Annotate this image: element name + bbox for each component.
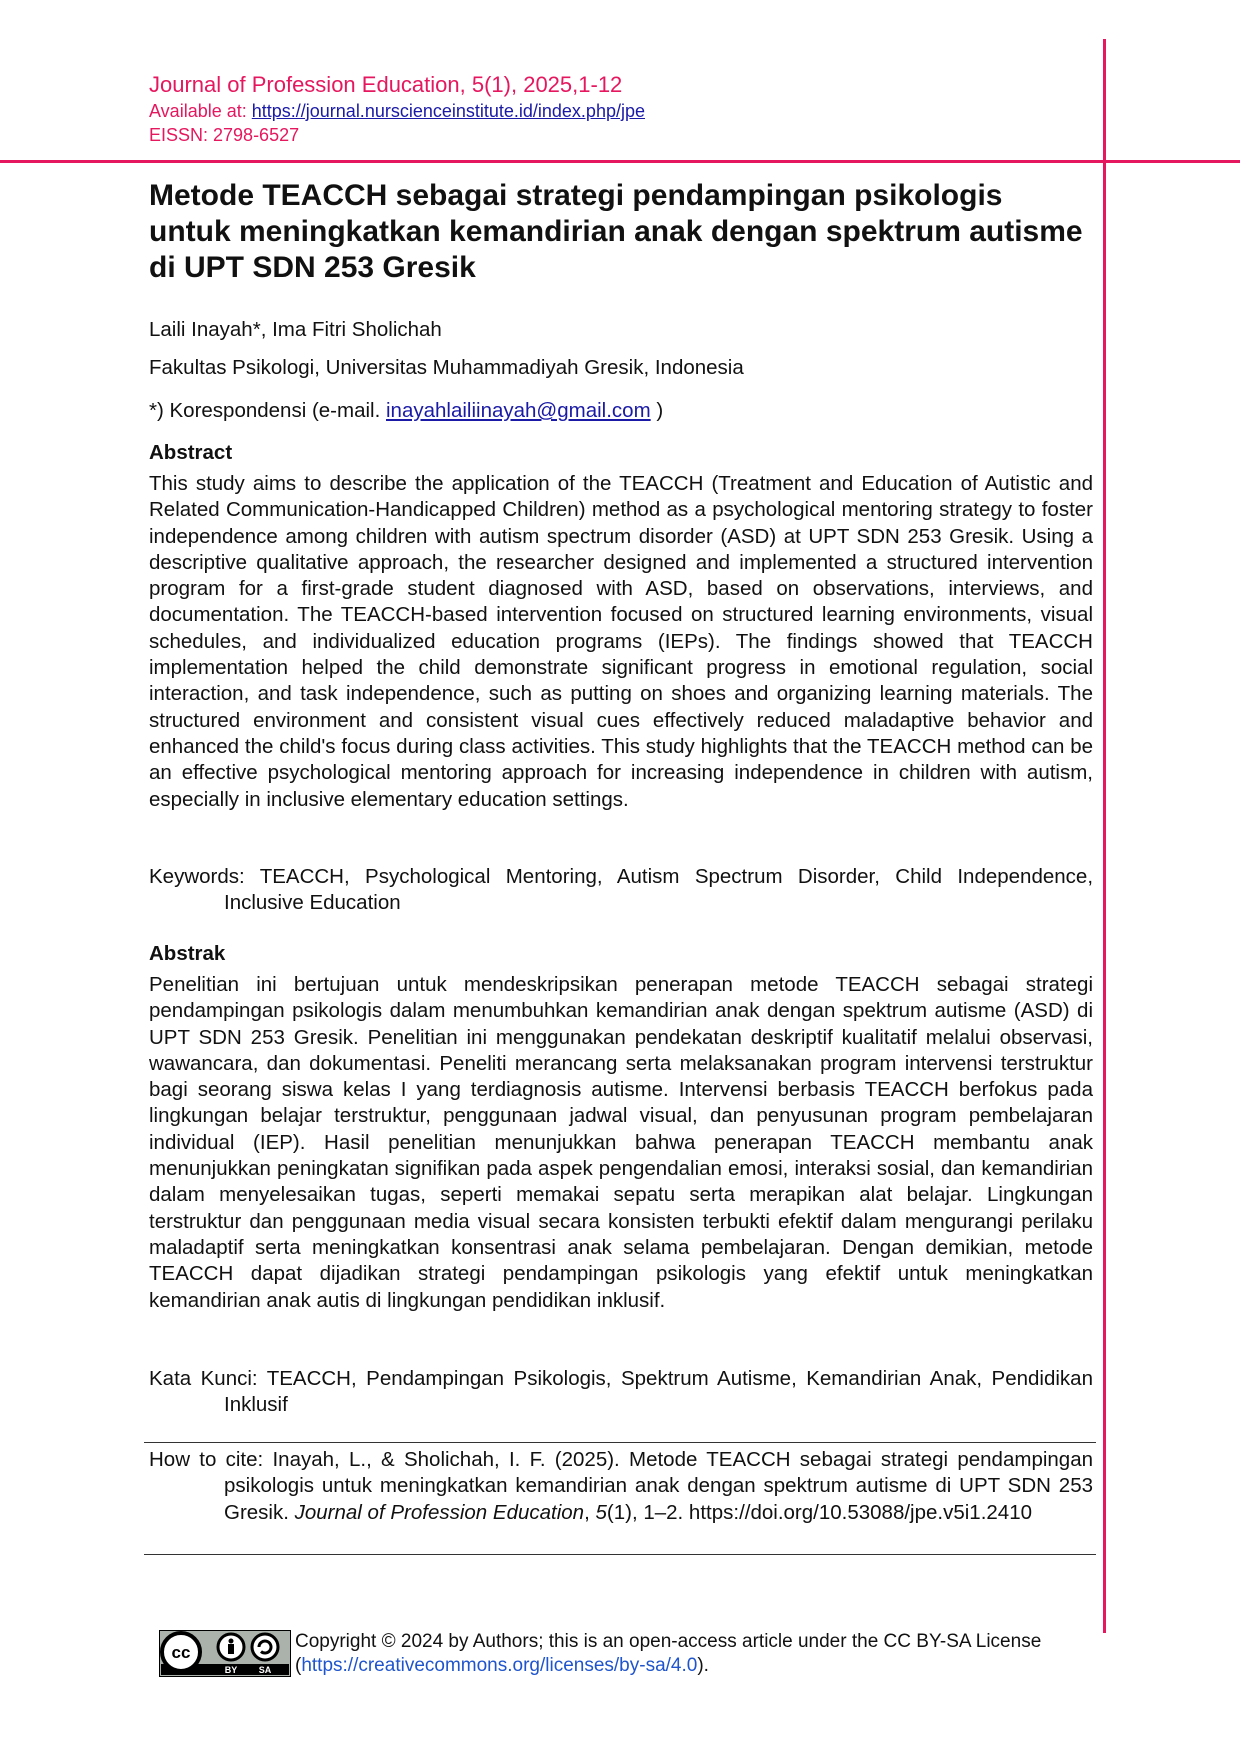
eissn: EISSN: 2798-6527 — [149, 125, 300, 145]
cc-mark: cc — [172, 1643, 191, 1662]
license: Copyright © 2024 by Authors; this is an … — [295, 1630, 1075, 1678]
citation: How to cite: Inayah, L., & Sholichah, I.… — [149, 1447, 1093, 1526]
license-closing: ). — [697, 1655, 709, 1676]
citation-rest: (1), 1–2. https://doi.org/10.53088/jpe.v… — [606, 1500, 1032, 1524]
abstrak-heading: Abstrak — [149, 942, 226, 965]
journal-url[interactable]: https://journal.nurscienceinstitute.id/i… — [251, 101, 645, 121]
correspondence: *) Korespondensi (e-mail. inayahlailiina… — [149, 399, 663, 423]
header-rule — [0, 160, 1240, 163]
citation-text: Inayah, L., & Sholichah, I. F. (2025). M… — [224, 1448, 1093, 1524]
citation-bottom-rule — [144, 1554, 1096, 1555]
citation-sep: , — [584, 1500, 596, 1524]
kata-kunci-label: Kata Kunci: — [149, 1367, 267, 1390]
cc-license-icon: cc BY SA — [159, 1630, 291, 1677]
journal-name: Journal of Profession Education, 5(1), 2… — [149, 72, 623, 97]
availability: Available at: https://journal.nurscience… — [149, 101, 645, 122]
cc-sa-label: SA — [259, 1665, 272, 1675]
abstract-text: This study aims to describe the applicat… — [149, 472, 1093, 811]
cc-by-label: BY — [225, 1665, 238, 1675]
license-url[interactable]: https://creativecommons.org/licenses/by-… — [301, 1655, 698, 1676]
keywords: Keywords: TEACCH, Psychological Mentorin… — [149, 864, 1093, 917]
title: Metode TEACCH sebagai strategi pendampin… — [149, 179, 1083, 284]
affiliation: Fakultas Psikologi, Universitas Muhammad… — [149, 356, 744, 379]
authors: Laili Inayah*, Ima Fitri Sholichah — [149, 318, 442, 341]
abstrak-text: Penelitian ini bertujuan untuk mendeskri… — [149, 973, 1093, 1312]
email[interactable]: inayahlailiinayah@gmail.com — [386, 399, 651, 422]
kata-kunci: Kata Kunci: TEACCH, Pendampingan Psikolo… — [149, 1366, 1093, 1419]
keywords-text: TEACCH, Psychological Mentoring, Autism … — [224, 865, 1094, 915]
available-label: Available at: — [149, 101, 252, 121]
keywords-label: Keywords: — [149, 865, 260, 888]
citation-journal: Journal of Profession Education — [294, 1500, 585, 1524]
margin-rule — [1103, 39, 1106, 1633]
citation-volume: 5 — [595, 1500, 607, 1524]
citation-label: How to cite: — [149, 1448, 273, 1471]
abstract-heading: Abstract — [149, 441, 233, 464]
citation-top-rule — [144, 1442, 1096, 1443]
kata-kunci-text: TEACCH, Pendampingan Psikologis, Spektru… — [224, 1367, 1093, 1417]
correspondence-label: *) Korespondensi (e-mail. — [149, 399, 386, 422]
correspondence-closing: ) — [650, 399, 664, 422]
license-text: Copyright © 2024 by Authors; this is an … — [295, 1631, 1042, 1676]
